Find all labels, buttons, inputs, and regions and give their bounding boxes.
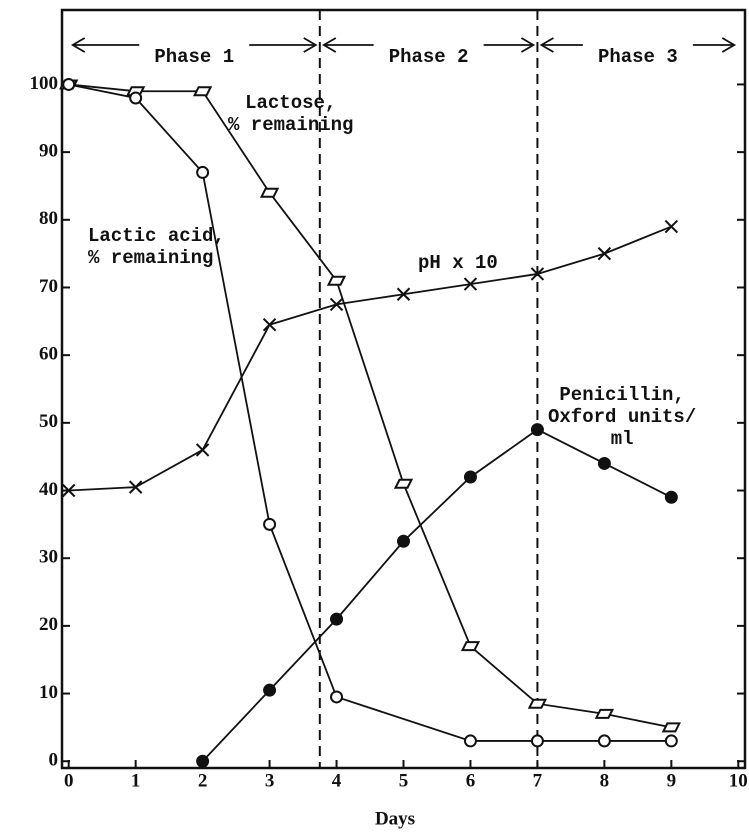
series-label: Lactic acid, % remaining — [88, 225, 225, 269]
marker — [396, 287, 411, 301]
marker — [262, 317, 277, 332]
series-line — [68, 225, 672, 492]
marker — [128, 480, 143, 494]
x-tick-label: 9 — [667, 770, 677, 791]
x-tick-label: 4 — [332, 770, 342, 791]
series-line — [68, 83, 672, 729]
y-tick-label: 10 — [39, 682, 58, 703]
x-tick-label: 0 — [64, 770, 74, 791]
x-tick-label: 10 — [729, 770, 748, 791]
y-tick-label: 50 — [39, 411, 58, 432]
y-tick-label: 0 — [49, 750, 59, 771]
y-tick-label: 70 — [39, 276, 58, 297]
phase-label: Phase 1 — [154, 46, 234, 68]
arrow-head — [520, 37, 536, 53]
marker — [397, 534, 410, 548]
x-tick-label: 7 — [533, 770, 543, 791]
y-tick-label: 90 — [39, 140, 58, 161]
marker — [463, 277, 478, 291]
y-tick-label: 30 — [39, 547, 58, 568]
phase-label: Phase 3 — [598, 46, 678, 68]
x-tick-label: 5 — [399, 770, 409, 791]
marker — [597, 734, 611, 748]
marker — [661, 722, 681, 733]
y-tick-label: 60 — [39, 344, 58, 365]
marker — [393, 478, 414, 489]
marker — [196, 754, 210, 768]
marker — [62, 77, 76, 91]
arrow-head — [322, 37, 337, 53]
x-tick-label: 1 — [131, 770, 141, 791]
x-tick-label: 6 — [466, 770, 476, 791]
marker — [329, 297, 344, 312]
arrow-head — [70, 37, 86, 53]
x-tick-label: 3 — [265, 770, 275, 791]
marker — [196, 165, 210, 179]
marker — [664, 490, 678, 504]
marker — [664, 219, 679, 234]
marker — [460, 641, 481, 652]
series-label: Penicillin, Oxford units/ ml — [548, 384, 697, 450]
marker — [330, 690, 344, 704]
arrow-head — [303, 37, 318, 53]
series-line — [201, 428, 672, 762]
marker — [463, 734, 477, 748]
x-tick-label: 2 — [198, 770, 208, 791]
y-tick-label: 40 — [39, 479, 58, 500]
arrow-head — [539, 37, 554, 53]
marker — [259, 187, 280, 198]
marker — [463, 470, 477, 484]
marker — [530, 267, 545, 281]
arrow-head — [721, 37, 737, 53]
marker — [326, 275, 347, 286]
marker — [594, 708, 615, 719]
x-axis-label: Days — [375, 808, 415, 829]
marker — [330, 612, 344, 626]
marker — [664, 734, 678, 748]
marker — [195, 443, 210, 457]
marker — [61, 483, 76, 498]
x-tick-label: 8 — [600, 770, 610, 791]
marker — [527, 698, 548, 709]
marker — [597, 456, 611, 470]
series-label: pH x 10 — [418, 252, 498, 274]
phase-label-bg — [139, 41, 250, 67]
marker — [597, 246, 612, 261]
y-tick-label: 100 — [30, 73, 59, 94]
marker — [192, 86, 213, 97]
marker — [263, 517, 277, 531]
marker — [263, 683, 277, 697]
phase-label-bg — [373, 41, 484, 67]
marker — [530, 423, 544, 437]
marker — [530, 734, 544, 748]
marker — [129, 91, 143, 105]
phase-label-bg — [582, 41, 693, 67]
phase-label: Phase 2 — [389, 46, 469, 68]
y-tick-label: 80 — [39, 208, 58, 229]
series-label: Lactose, % remaining — [228, 92, 354, 136]
y-tick-label: 20 — [39, 614, 58, 635]
